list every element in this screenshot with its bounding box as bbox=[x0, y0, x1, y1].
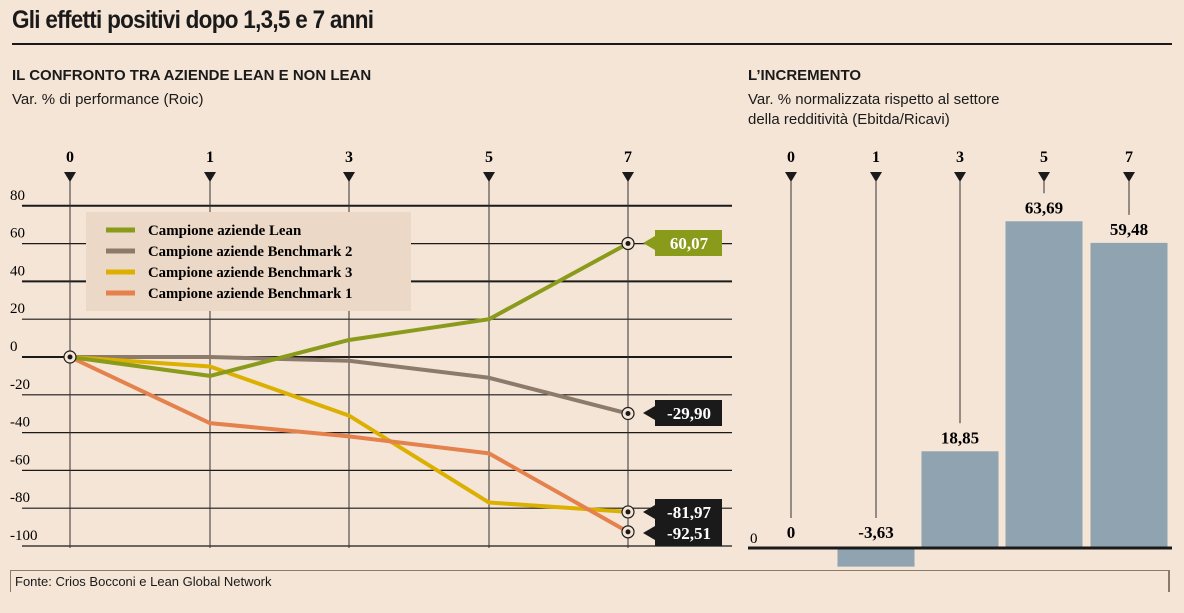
triangle-marker-icon bbox=[870, 172, 882, 182]
legend-label: Campione aziende Lean bbox=[148, 223, 302, 239]
y-tick-label: 40 bbox=[10, 263, 25, 279]
legend-label: Campione aziende Benchmark 1 bbox=[148, 286, 352, 302]
y-tick-label: 80 bbox=[10, 188, 25, 204]
y-tick-label: -40 bbox=[10, 415, 30, 431]
x-tick-label: 1 bbox=[206, 149, 214, 166]
legend-label: Campione aziende Benchmark 3 bbox=[148, 265, 352, 281]
triangle-marker-icon bbox=[1123, 172, 1135, 182]
callout-value: 60,07 bbox=[670, 234, 709, 253]
legend-label: Campione aziende Benchmark 2 bbox=[148, 244, 352, 260]
line-chart-heading: IL CONFRONTO TRA AZIENDE LEAN E NON LEAN bbox=[12, 67, 372, 84]
bar-value-label: 59,48 bbox=[1110, 220, 1148, 239]
title-rule bbox=[12, 43, 1172, 45]
triangle-marker-icon bbox=[204, 172, 216, 182]
legend-box bbox=[86, 212, 411, 311]
bar-category-label: 7 bbox=[1125, 149, 1133, 166]
bar-value-label: -3,63 bbox=[858, 523, 893, 542]
y-tick-label: -20 bbox=[10, 377, 30, 393]
series-line-1 bbox=[69, 241, 629, 378]
x-tick-label: 7 bbox=[624, 149, 632, 166]
bar-category-label: 0 bbox=[787, 149, 795, 166]
triangle-marker-icon bbox=[1038, 172, 1050, 182]
triangle-marker-icon bbox=[343, 172, 355, 182]
bar-category-label: 1 bbox=[872, 149, 880, 166]
bar-value-label: 63,69 bbox=[1025, 198, 1063, 217]
x-tick-label: 5 bbox=[485, 149, 493, 166]
callout-pointer-icon bbox=[643, 406, 655, 420]
bar bbox=[837, 548, 915, 567]
bar bbox=[1005, 221, 1083, 548]
bar bbox=[921, 451, 999, 548]
y-tick-label: 60 bbox=[10, 226, 25, 242]
triangle-marker-icon bbox=[954, 172, 966, 182]
bar bbox=[1090, 242, 1168, 548]
end-point-dot bbox=[625, 509, 631, 515]
callout-value: -92,51 bbox=[667, 524, 711, 543]
end-point-dot bbox=[625, 529, 631, 535]
y-tick-label: -60 bbox=[10, 452, 30, 468]
line-chart-subtitle: Var. % di performance (Roic) bbox=[12, 91, 204, 108]
callout-pointer-icon bbox=[643, 236, 655, 250]
bar-category-label: 5 bbox=[1040, 149, 1048, 166]
bar-category-label: 3 bbox=[956, 149, 964, 166]
bar-chart-subtitle-1: Var. % normalizzata rispetto al settore bbox=[748, 91, 1000, 108]
callout-pointer-icon bbox=[643, 505, 655, 519]
callout-pointer-icon bbox=[643, 526, 655, 540]
end-point-dot bbox=[625, 411, 631, 417]
callout-value: -29,90 bbox=[667, 404, 711, 423]
source-footer: Fonte: Crios Bocconi e Lean Global Netwo… bbox=[10, 570, 1170, 592]
callout-box bbox=[655, 400, 722, 426]
page-title: Gli effetti positivi dopo 1,3,5 e 7 anni bbox=[12, 6, 374, 34]
y-tick-label: -100 bbox=[10, 528, 38, 544]
callout-box bbox=[655, 230, 722, 256]
bar-baseline-label: 0 bbox=[750, 531, 758, 547]
x-tick-label: 3 bbox=[345, 149, 353, 166]
y-tick-label: 0 bbox=[10, 339, 18, 355]
x-tick-label: 0 bbox=[66, 149, 74, 166]
y-tick-label: 20 bbox=[10, 301, 25, 317]
bar-value-label: 18,85 bbox=[941, 428, 979, 447]
triangle-marker-icon bbox=[785, 172, 797, 182]
callout-value: -81,97 bbox=[667, 503, 711, 522]
bar-chart-subtitle-2: della redditività (Ebitda/Ricavi) bbox=[748, 111, 950, 128]
y-tick-label: -80 bbox=[10, 490, 30, 506]
triangle-marker-icon bbox=[64, 172, 76, 182]
end-point-dot bbox=[625, 240, 631, 246]
bar-chart-heading: L’INCREMENTO bbox=[748, 67, 862, 84]
callout-box bbox=[655, 520, 722, 546]
origin-marker-dot bbox=[67, 354, 73, 360]
triangle-marker-icon bbox=[622, 172, 634, 182]
series-line-3 bbox=[69, 355, 629, 514]
triangle-marker-icon bbox=[483, 172, 495, 182]
bar-value-label: 0 bbox=[787, 523, 796, 542]
series-line-2 bbox=[70, 355, 629, 416]
series-line-4 bbox=[69, 355, 629, 534]
